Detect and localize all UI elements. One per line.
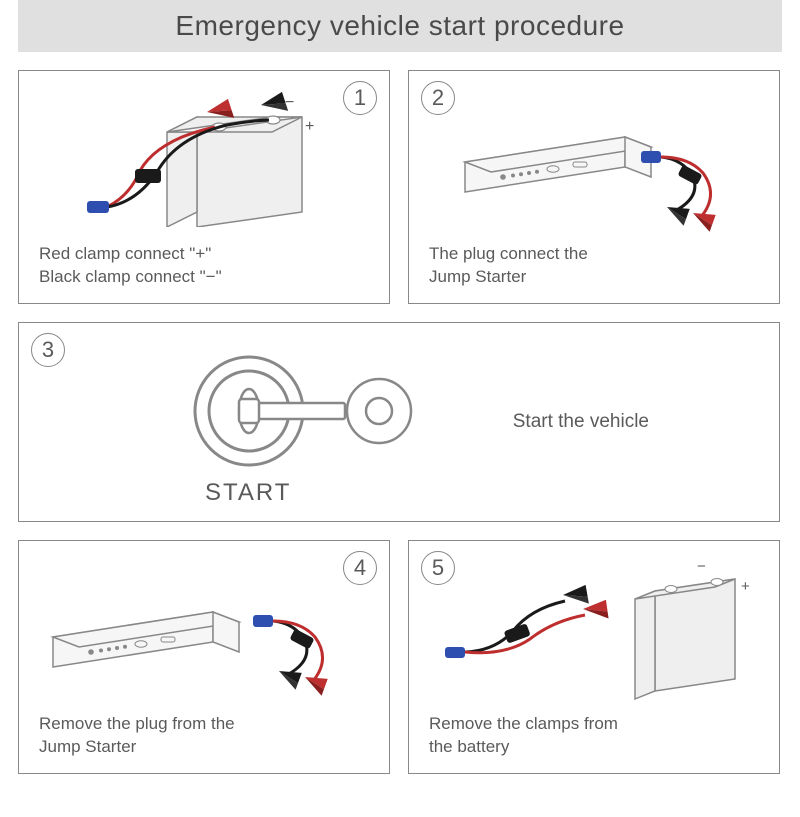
svg-text:−: − — [697, 558, 706, 575]
step-2-caption: The plug connect the Jump Starter — [429, 243, 588, 289]
step-2-panel: 2 — [408, 70, 780, 304]
svg-text:+: + — [741, 578, 750, 595]
row-1: 1 − + — [18, 70, 782, 304]
step-5-panel: 5 − + — [408, 540, 780, 774]
instruction-sheet: Emergency vehicle start procedure 1 − + — [0, 0, 800, 800]
step-5-illustration: − + — [435, 551, 755, 701]
row-2: 3 START Start the vehicle — [18, 322, 782, 522]
step-3-illustration — [179, 341, 439, 481]
page-title: Emergency vehicle start procedure — [18, 0, 782, 52]
step-4-illustration — [43, 577, 363, 707]
row-3: 4 — [18, 540, 782, 774]
step-4-panel: 4 — [18, 540, 390, 774]
step-3-panel: 3 START Start the vehicle — [18, 322, 780, 522]
step-1-panel: 1 − + — [18, 70, 390, 304]
step-3-start-label: START — [205, 479, 291, 507]
step-1-illustration: − + — [47, 77, 347, 227]
step-5-caption: Remove the clamps from the battery — [429, 713, 618, 759]
step-4-caption: Remove the plug from the Jump Starter — [39, 713, 235, 759]
step-2-illustration — [445, 107, 745, 237]
step-1-badge: 1 — [343, 81, 377, 115]
step-1-caption-line1: Red clamp connect "+" — [39, 244, 211, 263]
step-3-caption: Start the vehicle — [513, 411, 649, 433]
svg-text:+: + — [305, 118, 314, 135]
step-1-caption: Red clamp connect "+" Black clamp connec… — [39, 243, 222, 289]
step-3-badge: 3 — [31, 333, 65, 367]
step-1-caption-line2: Black clamp connect "−" — [39, 267, 222, 286]
